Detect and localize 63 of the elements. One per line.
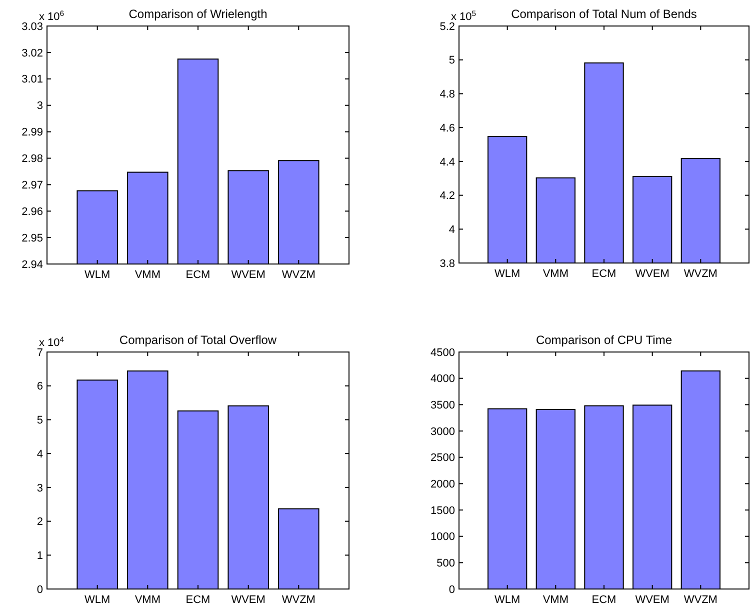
y-tick-label: 3.03	[22, 20, 43, 33]
y-tick-label: 1000	[430, 531, 455, 544]
text: x 10$^{4}$	[39, 334, 65, 349]
y-tick-label: 5	[36, 414, 43, 427]
x-tick-label: ECM	[186, 594, 210, 606]
x-tick-label: VMM	[542, 268, 569, 280]
y-tick-label: 2500	[430, 452, 455, 464]
x-tick-label: WVEM	[635, 594, 670, 606]
y-tick-label: 3	[36, 100, 43, 112]
y-tick-label: 1500	[430, 504, 455, 517]
y-tick-label: 3.02	[22, 47, 43, 60]
x-tick-label: WLM	[84, 594, 110, 606]
x-tick-label: WLM	[84, 269, 110, 281]
text: x 10$^{6}$	[39, 8, 64, 23]
y-tick-label: 3.8	[440, 258, 455, 270]
y-tick-label: 2.94	[22, 258, 43, 271]
y-tick-label: 500	[436, 558, 455, 570]
x-tick-label: ECM	[186, 269, 210, 281]
chart-title: Comparison of Total Num of Bends	[511, 7, 697, 21]
x-tick-label: VMM	[134, 269, 161, 281]
x-tick-label: ECM	[592, 594, 616, 606]
y-tick-label: 2000	[430, 478, 455, 491]
y-tick-label: 4000	[430, 373, 455, 386]
x-tick-label: WLM	[494, 594, 520, 606]
y-tick-label: 1	[36, 550, 43, 562]
y-tick-label: 2.96	[22, 206, 43, 218]
x-tick-label: WVZM	[282, 594, 316, 606]
y-tick-label: 5	[448, 54, 455, 67]
y-tick-label: 6	[36, 380, 43, 393]
x-tick-label: WVEM	[231, 594, 266, 606]
y-tick-label: 3.01	[22, 74, 43, 86]
y-tick-label: 4.8	[440, 88, 455, 101]
y-tick-label: 3	[36, 482, 43, 494]
text: x 10$^{5}$	[451, 8, 476, 23]
y-tick-label: 4	[448, 224, 455, 236]
y-tick-label: 2.97	[22, 180, 43, 192]
y-tick-label: 2.95	[22, 232, 43, 244]
y-tick-label: 4	[36, 448, 43, 460]
y-tick-label: 4.6	[440, 122, 455, 134]
y-tick-label: 7	[36, 346, 43, 359]
x-tick-label: WVEM	[231, 269, 266, 281]
x-tick-label: VMM	[134, 594, 161, 606]
x-tick-label: WVZM	[684, 594, 718, 606]
y-tick-label: 3500	[430, 400, 455, 412]
x-tick-label: WVZM	[282, 269, 316, 281]
y-tick-label: 4.2	[440, 190, 455, 202]
y-tick-label: 2.98	[22, 153, 43, 166]
y-tick-label: 4500	[430, 346, 455, 359]
y-tick-label: 3000	[430, 426, 455, 438]
y-tick-label: 0	[448, 584, 455, 596]
x-tick-label: WLM	[494, 268, 520, 280]
x-tick-label: ECM	[592, 268, 616, 280]
y-tick-label: 2.99	[22, 126, 43, 139]
x-tick-label: VMM	[542, 594, 569, 606]
x-tick-label: WVEM	[635, 268, 670, 280]
chart-title: Comparison of Wrielength	[128, 7, 268, 21]
chart-title: Comparison of Total Overflow	[119, 333, 277, 347]
x-tick-label: WVZM	[684, 268, 718, 280]
y-tick-label: 0	[36, 584, 43, 596]
y-tick-label: 4.4	[440, 156, 455, 168]
chart-title: Comparison of CPU Time	[536, 333, 672, 347]
y-tick-label: 2	[36, 516, 43, 528]
y-tick-label: 5.2	[440, 20, 455, 33]
